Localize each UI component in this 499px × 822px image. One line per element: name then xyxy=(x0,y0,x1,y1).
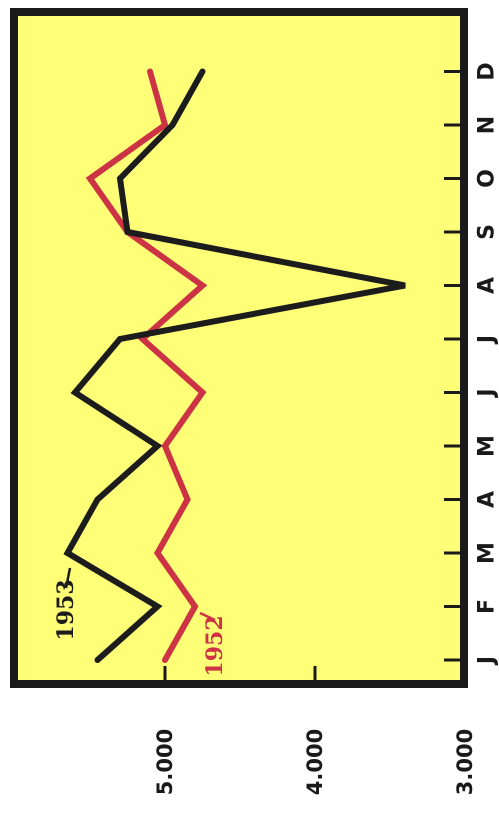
series-label-arrow-1953 xyxy=(64,567,72,589)
month-label: M xyxy=(475,542,499,564)
series-label-1952: 1952 xyxy=(202,615,228,676)
month-label: O xyxy=(475,169,499,188)
month-label: J xyxy=(475,388,499,398)
plot-area xyxy=(10,8,468,688)
series-label-1953: 1953 xyxy=(53,579,79,640)
value-tick-label: 4.000 xyxy=(303,729,327,795)
month-label: S xyxy=(475,224,499,240)
month-label: N xyxy=(475,116,499,134)
month-label: A xyxy=(475,277,499,294)
value-tick-label: 3.000 xyxy=(453,729,477,795)
value-tick-label: 5.000 xyxy=(153,729,177,795)
series-line-1953 xyxy=(63,68,406,663)
month-label: J xyxy=(475,656,499,666)
ticks-group xyxy=(163,70,467,684)
month-label: F xyxy=(475,599,499,614)
month-label: A xyxy=(475,491,499,508)
month-label: J xyxy=(475,335,499,345)
series-label-arrow-1952 xyxy=(199,611,216,622)
month-label: M xyxy=(475,435,499,457)
labels-group: J F M A M J J A S O N D 3.000 4.000 5.000 1953 1952 xyxy=(53,62,499,795)
series-group xyxy=(63,68,406,663)
month-label: D xyxy=(475,62,499,80)
series-line-1952 xyxy=(85,68,208,663)
